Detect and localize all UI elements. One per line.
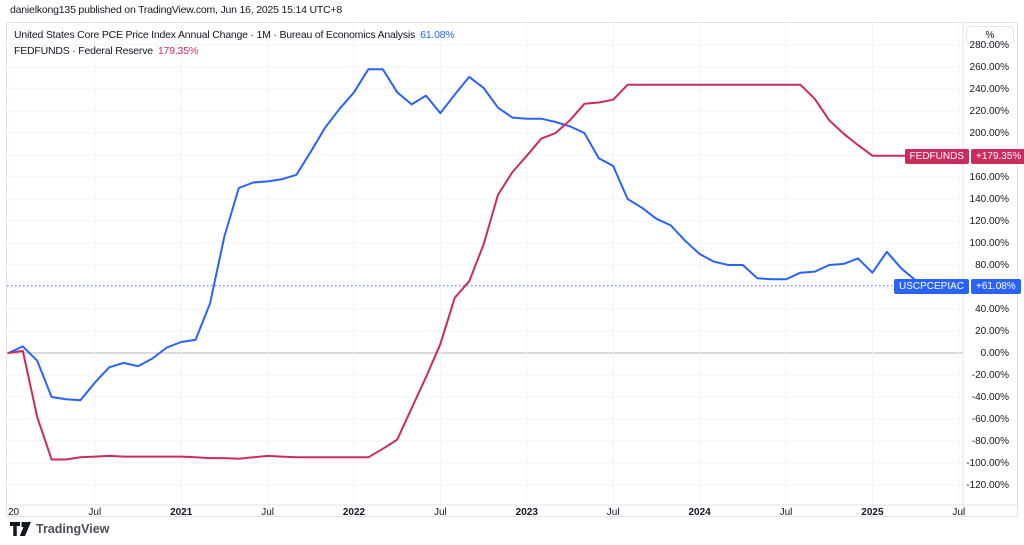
time-axis-label: 2025 xyxy=(861,507,884,518)
legend-series-fedfunds-title: FEDFUNDS · Federal Reserve xyxy=(14,45,153,57)
fedfunds-price-badge: +179.35% xyxy=(971,149,1024,164)
legend-series-uscpcepiac-title: United States Core PCE Price Index Annua… xyxy=(14,29,416,41)
price-axis-label: -20.00% xyxy=(971,369,1009,381)
publish-byline: danielkong135 published on TradingView.c… xyxy=(10,4,343,16)
price-axis-label: 40.00% xyxy=(975,303,1009,315)
fedfunds-series-badge: FEDFUNDS xyxy=(904,149,969,164)
time-axis-label: 20 xyxy=(8,507,20,518)
price-axis-label: 240.00% xyxy=(969,83,1009,95)
price-axis-label: 200.00% xyxy=(969,127,1009,139)
price-axis-label: 20.00% xyxy=(975,325,1009,337)
price-axis-label: 280.00% xyxy=(969,39,1009,51)
time-axis-label: Jul xyxy=(606,507,620,518)
legend-series-fedfunds[interactable]: FEDFUNDS · Federal Reserve 179.35% xyxy=(14,43,455,59)
price-axis-label: 100.00% xyxy=(969,237,1009,249)
uscpcepiac-series-badge: USCPCEPIAC xyxy=(893,279,969,294)
time-axis-label: Jul xyxy=(779,507,793,518)
legend-series-uscpcepiac-value: 61.08% xyxy=(420,29,455,41)
price-axis-label: 120.00% xyxy=(969,215,1009,227)
legend-series-fedfunds-value: 179.35% xyxy=(157,45,198,57)
time-axis-label: Jul xyxy=(88,507,102,518)
price-axis-label: 140.00% xyxy=(969,193,1009,205)
legend-series-uscpcepiac[interactable]: United States Core PCE Price Index Annua… xyxy=(14,27,455,43)
price-axis-label: 0.00% xyxy=(980,347,1009,359)
price-axis-label: 160.00% xyxy=(969,171,1009,183)
price-axis-label: 260.00% xyxy=(969,61,1009,73)
legend: United States Core PCE Price Index Annua… xyxy=(14,27,455,59)
price-axis-label: 220.00% xyxy=(969,105,1009,117)
series-line-fedfunds[interactable] xyxy=(7,83,931,461)
chart-widget-frame xyxy=(6,22,1018,517)
tradingview-attribution-label: TradingView xyxy=(36,522,110,536)
price-axis-label: 80.00% xyxy=(975,259,1009,271)
price-axis-label: -60.00% xyxy=(971,413,1009,425)
price-axis-label: -120.00% xyxy=(966,479,1009,491)
time-axis-label: Jul xyxy=(433,507,447,518)
uscpcepiac-price-badge: +61.08% xyxy=(971,279,1021,294)
time-axis-label: Jul xyxy=(952,507,966,518)
time-axis-label: 2023 xyxy=(515,507,538,518)
price-axis-label: -80.00% xyxy=(971,435,1009,447)
chart-plot-area[interactable] xyxy=(7,23,1017,516)
tradingview-attribution[interactable]: TradingView xyxy=(10,522,109,536)
time-axis-label: Jul xyxy=(261,507,274,518)
time-axis-label: 2024 xyxy=(688,507,711,518)
price-axis-label: -100.00% xyxy=(966,457,1009,469)
series-line-uscpcepiac[interactable] xyxy=(7,68,931,402)
tradingview-logo-icon xyxy=(10,522,31,536)
time-axis-label: 2022 xyxy=(342,507,366,518)
percent-scale-button[interactable]: % xyxy=(966,26,1014,44)
price-axis-label: -40.00% xyxy=(971,391,1009,403)
time-axis-label: 2021 xyxy=(170,507,193,518)
